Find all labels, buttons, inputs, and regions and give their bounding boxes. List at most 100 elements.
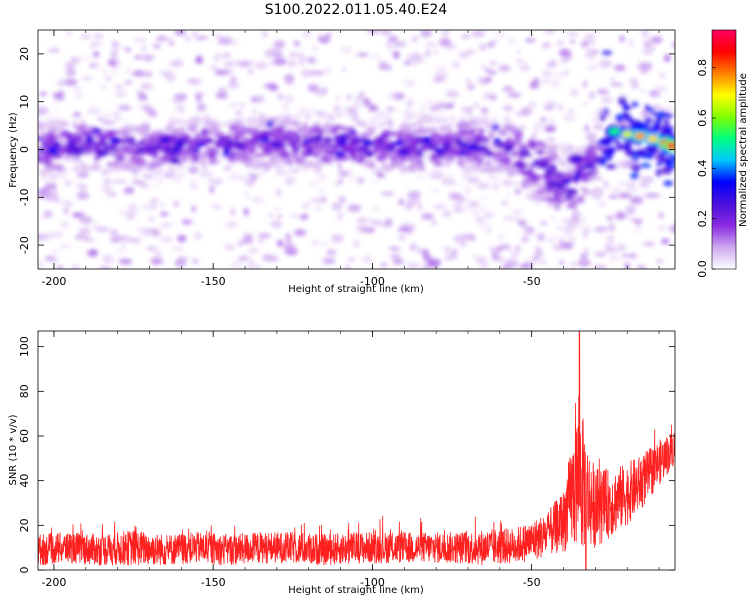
heatmap-cell bbox=[273, 57, 287, 66]
heatmap-cell bbox=[637, 64, 647, 69]
heatmap-cell bbox=[337, 212, 344, 218]
heatmap-cell bbox=[145, 232, 151, 238]
heatmap-cell bbox=[608, 222, 615, 232]
colorbar-tick-label: 0.2 bbox=[696, 210, 709, 228]
snr-axes: -200 -150 -100 -50 0 20 40 60 80 100 bbox=[18, 330, 676, 589]
heatmap-cell bbox=[323, 67, 333, 74]
snr-xtick-label: -200 bbox=[41, 576, 66, 589]
heatmap-peak bbox=[235, 142, 245, 149]
heatmap-cell bbox=[168, 169, 177, 179]
heatmap-cell bbox=[300, 69, 314, 78]
heatmap-peak bbox=[549, 180, 558, 187]
heatmap-cell bbox=[369, 117, 378, 126]
heatmap-cell bbox=[239, 174, 251, 179]
heatmap-cell bbox=[173, 200, 180, 207]
heatmap-cell bbox=[433, 205, 447, 209]
heatmap-cell bbox=[637, 148, 645, 158]
heatmap-cell bbox=[503, 104, 513, 112]
heatmap-cell bbox=[80, 149, 89, 154]
heatmap-cell bbox=[345, 112, 354, 118]
heatmap-cell bbox=[243, 191, 249, 199]
heatmap-cell bbox=[617, 180, 630, 188]
spectrogram-heatmap bbox=[38, 30, 675, 269]
heatmap-cell bbox=[325, 144, 333, 152]
heatmap-cell bbox=[258, 114, 266, 119]
heatmap-cell bbox=[169, 115, 174, 119]
heatmap-cell bbox=[365, 127, 377, 135]
heatmap-cell bbox=[346, 169, 353, 174]
heatmap-cell bbox=[631, 101, 639, 108]
heatmap-cell bbox=[559, 159, 566, 165]
heatmap-cell bbox=[95, 227, 110, 232]
heatmap-cell bbox=[630, 218, 644, 223]
heatmap-cell bbox=[420, 30, 433, 38]
heatmap-cell bbox=[192, 31, 198, 37]
heatmap-cell bbox=[441, 30, 450, 37]
heatmap-cell bbox=[446, 178, 451, 184]
heatmap-cell bbox=[506, 257, 517, 264]
heatmap-cell bbox=[79, 34, 92, 39]
heatmap-cell bbox=[312, 239, 318, 246]
spectrogram-ytick-label: -20 bbox=[18, 236, 31, 254]
heatmap-cell bbox=[464, 166, 471, 175]
heatmap-cell bbox=[276, 188, 281, 197]
heatmap-cell bbox=[267, 213, 275, 218]
heatmap-peak bbox=[159, 136, 171, 144]
heatmap-cell bbox=[552, 244, 565, 251]
heatmap-cell bbox=[243, 207, 249, 216]
heatmap-cell bbox=[299, 213, 309, 220]
heatmap-cell bbox=[48, 127, 59, 131]
heatmap-cell bbox=[457, 200, 465, 205]
heatmap-cell bbox=[90, 40, 103, 47]
heatmap-cell bbox=[100, 83, 108, 90]
heatmap-cell bbox=[442, 116, 448, 124]
heatmap-cell bbox=[249, 257, 254, 266]
heatmap-cell bbox=[141, 54, 155, 62]
heatmap-cell bbox=[334, 96, 341, 101]
heatmap-cell bbox=[111, 50, 118, 57]
heatmap-cell bbox=[82, 129, 93, 136]
heatmap-cell bbox=[430, 188, 440, 193]
heatmap-cell bbox=[598, 201, 606, 208]
heatmap-cell bbox=[362, 97, 371, 106]
heatmap-cell bbox=[247, 126, 252, 132]
colorbar-tick-label: 0.4 bbox=[696, 160, 709, 178]
heatmap-cell bbox=[110, 229, 119, 236]
heatmap-cell bbox=[658, 152, 669, 156]
heatmap-peak bbox=[493, 138, 501, 144]
heatmap-cell bbox=[243, 233, 254, 240]
heatmap-cell bbox=[407, 196, 421, 206]
heatmap-cell bbox=[478, 206, 487, 212]
heatmap-cell bbox=[567, 188, 578, 196]
heatmap-cell bbox=[161, 101, 170, 108]
heatmap-cell bbox=[467, 176, 480, 184]
heatmap-cell bbox=[390, 140, 397, 148]
heatmap-cell bbox=[191, 154, 200, 162]
heatmap-cell bbox=[644, 104, 651, 112]
colorbar-tick-label: 0.8 bbox=[696, 59, 709, 77]
heatmap-cell bbox=[118, 106, 132, 112]
heatmap-cell bbox=[549, 163, 557, 170]
heatmap-cell bbox=[449, 251, 458, 260]
spectrogram-xtick-label: -100 bbox=[360, 275, 385, 288]
heatmap-cell bbox=[593, 264, 608, 269]
heatmap-cell bbox=[473, 212, 479, 217]
heatmap-cell bbox=[472, 253, 477, 260]
heatmap-cell bbox=[479, 43, 487, 51]
heatmap-cell bbox=[548, 118, 555, 127]
heatmap-cell bbox=[72, 111, 82, 118]
heatmap-cell bbox=[528, 102, 538, 107]
heatmap-cell bbox=[442, 162, 452, 168]
heatmap-cell bbox=[491, 176, 502, 182]
heatmap-cell bbox=[528, 181, 536, 187]
heatmap-cell bbox=[74, 125, 85, 131]
heatmap-cell bbox=[580, 101, 590, 106]
heatmap-cell bbox=[159, 202, 165, 208]
heatmap-cell bbox=[77, 145, 87, 150]
heatmap-cell bbox=[325, 32, 332, 38]
heatmap-cell bbox=[131, 156, 144, 165]
heatmap-peak bbox=[196, 142, 206, 147]
heatmap-cell bbox=[611, 188, 621, 193]
heatmap-peak bbox=[570, 155, 582, 163]
heatmap-cell bbox=[238, 241, 243, 247]
